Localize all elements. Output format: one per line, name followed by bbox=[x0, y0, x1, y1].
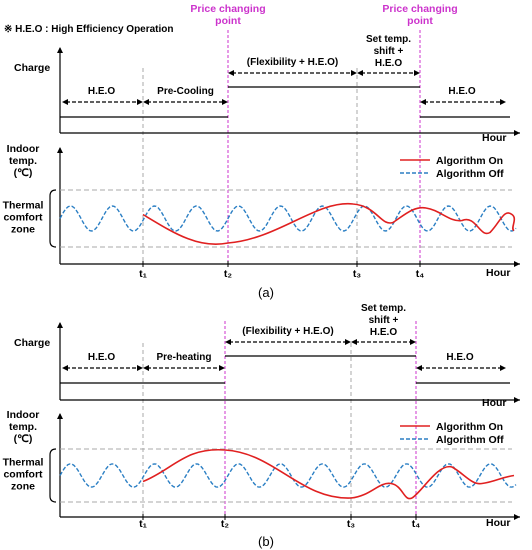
price-change-label: point bbox=[215, 15, 241, 27]
segment-label-shift: H.E.O bbox=[375, 58, 402, 69]
time-tick-label: t₁ bbox=[139, 268, 147, 280]
comfort-zone-label: Thermal bbox=[3, 200, 44, 212]
segment-label-flex: (Flexibility + H.E.O) bbox=[242, 326, 333, 337]
indoor-temp-label: temp. bbox=[9, 155, 37, 167]
axis-arrowhead bbox=[514, 397, 520, 403]
segment-label-pre: Pre-heating bbox=[156, 352, 211, 363]
segment-arrowhead bbox=[143, 365, 149, 371]
comfort-zone-label: zone bbox=[11, 481, 35, 493]
segment-arrowhead bbox=[62, 99, 68, 105]
panel-b: Charge Hour H.E.O Pre-heating (Flexibility +… bbox=[3, 303, 520, 549]
heo-footnote: ※ H.E.O : High Efficiency Operation bbox=[4, 24, 174, 35]
time-tick-label: t₂ bbox=[221, 518, 229, 530]
segment-label-shift: Set temp. bbox=[366, 34, 411, 45]
indoor-temp-label: Indoor bbox=[7, 143, 40, 155]
segment-label-shift: shift + bbox=[374, 46, 404, 57]
segment-arrowhead bbox=[351, 339, 357, 345]
algorithm-on-curve bbox=[142, 449, 515, 500]
segment-arrowhead bbox=[137, 365, 143, 371]
time-tick-label: t₄ bbox=[416, 268, 425, 280]
legend-label-off: Algorithm Off bbox=[436, 168, 504, 180]
indoor-temp-label: temp. bbox=[9, 421, 37, 433]
time-tick-label: t₃ bbox=[347, 518, 355, 530]
segment-label-pre: Pre-Cooling bbox=[157, 86, 214, 97]
segment-label-heo-right: H.E.O bbox=[446, 352, 473, 363]
segment-label-heo-left: H.E.O bbox=[88, 352, 115, 363]
charge-axis-label: Charge bbox=[14, 62, 50, 74]
segment-arrowhead bbox=[420, 99, 426, 105]
segment-label-shift: Set temp. bbox=[361, 303, 406, 314]
indoor-temp-label: Indoor bbox=[7, 409, 40, 421]
hour-axis-label: Hour bbox=[482, 132, 507, 144]
segment-arrowhead bbox=[219, 365, 225, 371]
segment-arrowhead bbox=[62, 365, 68, 371]
segment-label-shift: shift + bbox=[369, 315, 399, 326]
segment-arrowhead bbox=[500, 365, 506, 371]
segment-arrowhead bbox=[143, 99, 149, 105]
time-tick-label: t₄ bbox=[412, 518, 421, 530]
segment-arrowhead bbox=[416, 365, 422, 371]
price-change-label: Price changing bbox=[382, 3, 457, 15]
segment-arrowhead bbox=[410, 339, 416, 345]
segment-arrowhead bbox=[137, 99, 143, 105]
panel-caption: (b) bbox=[258, 534, 274, 549]
axis-arrowhead bbox=[514, 261, 520, 267]
segment-arrowhead bbox=[225, 339, 231, 345]
segment-arrowhead bbox=[345, 339, 351, 345]
segment-label-flex: (Flexibility + H.E.O) bbox=[247, 57, 338, 68]
comfort-zone-bracket bbox=[49, 189, 57, 248]
legend-label-on: Algorithm On bbox=[436, 421, 503, 433]
segment-label-heo-left: H.E.O bbox=[88, 86, 115, 97]
segment-arrowhead bbox=[351, 70, 357, 76]
panel-caption: (a) bbox=[258, 285, 274, 300]
indoor-temp-label: (℃) bbox=[14, 433, 33, 445]
comfort-zone-label: comfort bbox=[3, 212, 43, 224]
comfort-zone-label: zone bbox=[11, 224, 35, 236]
axis-arrowhead bbox=[514, 514, 520, 520]
indoor-temp-label: (℃) bbox=[14, 167, 33, 179]
time-tick-label: t₃ bbox=[353, 268, 361, 280]
segment-arrowhead bbox=[414, 70, 420, 76]
comfort-zone-label: comfort bbox=[3, 469, 43, 481]
comfort-zone-label: Thermal bbox=[3, 457, 44, 469]
time-tick-label: t₁ bbox=[139, 518, 147, 530]
segment-label-heo-right: H.E.O bbox=[448, 86, 475, 97]
segment-arrowhead bbox=[357, 70, 363, 76]
algorithm-off-curve bbox=[59, 463, 517, 488]
algorithm-on-curve bbox=[142, 203, 516, 245]
price-change-label: Price changing bbox=[190, 3, 265, 15]
segment-label-shift: H.E.O bbox=[370, 327, 397, 338]
time-tick-label: t₂ bbox=[224, 268, 232, 280]
hour-axis-label: Hour bbox=[482, 397, 507, 409]
axis-arrowhead bbox=[57, 47, 63, 53]
axis-arrowhead bbox=[57, 413, 63, 419]
legend-label-off: Algorithm Off bbox=[436, 434, 504, 446]
legend-label-on: Algorithm On bbox=[436, 155, 503, 167]
price-change-label: point bbox=[407, 15, 433, 27]
comfort-zone-bracket bbox=[49, 448, 57, 503]
algorithm-off-curve bbox=[59, 205, 517, 232]
axis-arrowhead bbox=[57, 322, 63, 328]
charge-axis-label: Charge bbox=[14, 337, 50, 349]
segment-arrowhead bbox=[500, 99, 506, 105]
hour-axis-label: Hour bbox=[486, 267, 511, 279]
segment-arrowhead bbox=[228, 70, 234, 76]
hour-axis-label: Hour bbox=[486, 517, 511, 529]
axis-arrowhead bbox=[514, 130, 520, 136]
axis-arrowhead bbox=[57, 147, 63, 153]
segment-arrowhead bbox=[222, 99, 228, 105]
